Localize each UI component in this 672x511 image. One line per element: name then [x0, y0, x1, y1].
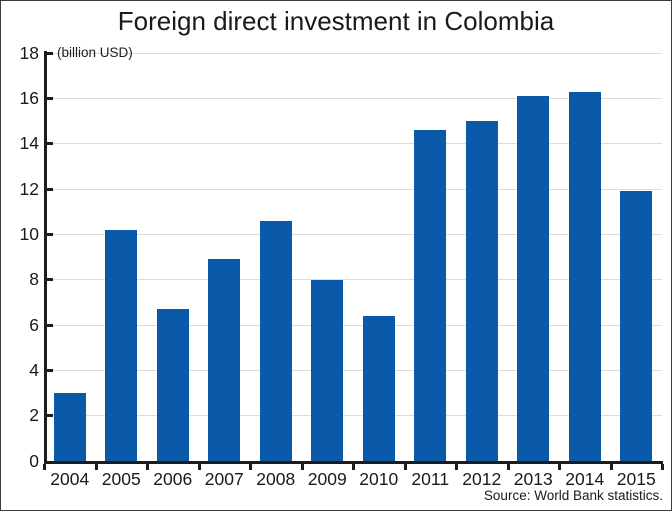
bar-2007 [208, 259, 241, 461]
y-axis-label-16: 16 [19, 87, 39, 108]
unit-label: (billion USD) [57, 45, 133, 60]
x-axis-label-2010: 2010 [359, 469, 399, 489]
gridline-12 [47, 188, 662, 190]
gridline-2 [47, 415, 662, 417]
bar-2009 [311, 279, 344, 461]
x-tick-2 [146, 464, 149, 470]
x-axis-label-2004: 2004 [50, 469, 90, 489]
bar-2006 [156, 309, 189, 461]
x-axis-label-2015: 2015 [616, 469, 656, 489]
y-axis-label-0: 0 [29, 450, 39, 471]
gridline-6 [47, 324, 662, 326]
x-tick-0 [43, 464, 46, 470]
bar-2004 [53, 393, 86, 461]
x-axis-label-2013: 2013 [513, 469, 553, 489]
bar-2005 [105, 229, 138, 461]
x-tick-4 [249, 464, 252, 470]
y-axis-label-10: 10 [19, 223, 39, 244]
x-axis-label-2009: 2009 [307, 469, 347, 489]
bar-2011 [414, 130, 447, 461]
y-tick-12 [47, 187, 53, 191]
y-axis-label-4: 4 [29, 359, 39, 380]
x-tick-3 [197, 464, 201, 470]
gridline-8 [47, 279, 662, 281]
x-axis-line [44, 461, 663, 464]
gridline-4 [47, 369, 662, 371]
bar-2008 [259, 220, 292, 461]
gridline-16 [47, 97, 662, 99]
x-axis-label-2012: 2012 [462, 469, 502, 489]
y-tick-2 [47, 414, 53, 418]
bar-2015 [620, 191, 653, 461]
y-axis-label-8: 8 [29, 269, 39, 290]
bar-2013 [517, 96, 550, 461]
x-axis-label-2011: 2011 [411, 469, 450, 489]
x-tick-9 [506, 464, 510, 470]
y-axis-label-2: 2 [29, 405, 39, 426]
gridline-18 [47, 52, 662, 54]
y-tick-14 [47, 142, 53, 146]
x-axis-label-2007: 2007 [204, 469, 244, 489]
x-tick-5 [300, 464, 304, 470]
y-tick-6 [47, 323, 53, 327]
y-axis-line [44, 51, 47, 464]
bar-2012 [465, 121, 498, 461]
x-tick-7 [403, 464, 407, 470]
x-axis-label-2005: 2005 [101, 469, 141, 489]
gridline-14 [47, 143, 662, 145]
x-axis-label-2006: 2006 [153, 469, 193, 489]
x-tick-8 [455, 464, 458, 470]
source-note: Source: World Bank statistics. [483, 488, 663, 503]
x-axis-label-2008: 2008 [256, 469, 296, 489]
y-axis-label-14: 14 [19, 133, 39, 154]
y-axis-label-18: 18 [19, 42, 39, 63]
x-axis-label-2014: 2014 [565, 469, 605, 489]
y-tick-8 [47, 278, 53, 282]
y-tick-4 [47, 368, 53, 372]
gridline-10 [47, 233, 662, 235]
x-tick-6 [352, 464, 355, 470]
y-tick-18 [47, 51, 53, 55]
x-tick-10 [558, 464, 561, 470]
y-axis-label-6: 6 [29, 314, 39, 335]
y-tick-16 [47, 96, 53, 100]
x-tick-1 [94, 464, 98, 470]
chart-title: Foreign direct investment in Colombia [117, 6, 555, 36]
y-axis-label-12: 12 [19, 178, 39, 199]
x-tick-11 [609, 464, 613, 470]
y-tick-10 [47, 232, 53, 236]
x-tick-12 [661, 464, 664, 470]
bar-2010 [362, 315, 395, 461]
bar-2014 [568, 91, 601, 461]
